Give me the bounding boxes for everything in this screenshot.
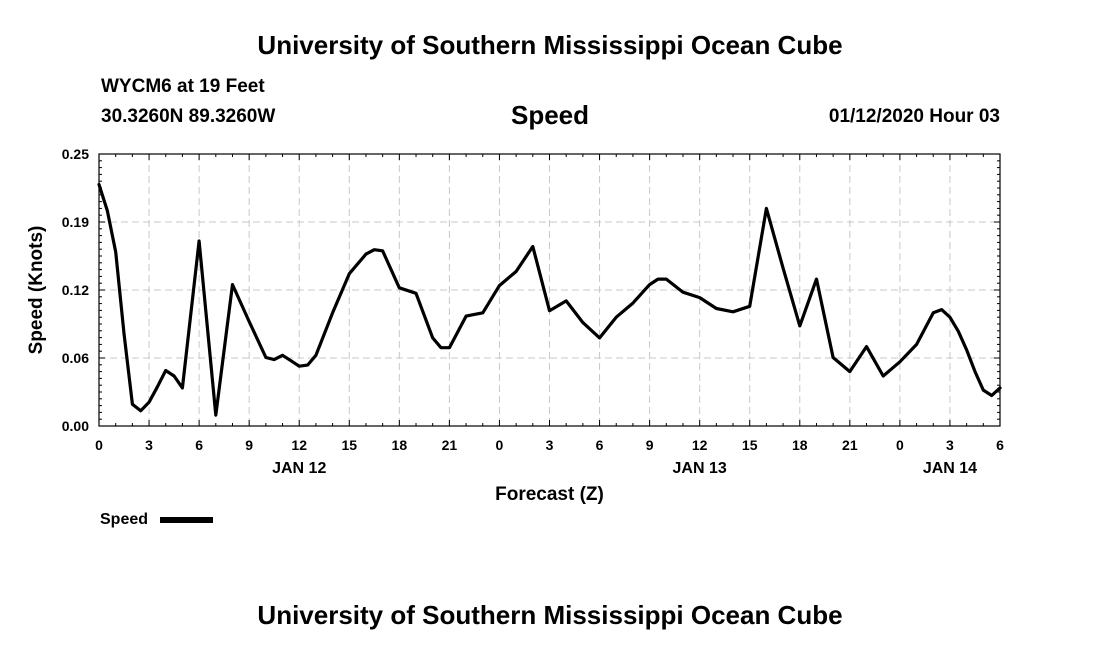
legend-swatch (160, 517, 213, 523)
issued-timestamp: 01/12/2020 Hour 03 (828, 106, 1000, 127)
legend: Speed (100, 511, 213, 528)
x-tick-label: 18 (392, 437, 408, 453)
date-label: JAN 12 (272, 460, 326, 477)
date-label: JAN 13 (673, 460, 727, 477)
speed-series-line (97, 182, 1002, 417)
plot-frame (98, 153, 1001, 427)
y-tick-label: 0.12 (62, 282, 89, 298)
x-tick-label: 12 (692, 437, 708, 453)
x-tick-label: 0 (896, 437, 904, 453)
x-tick-label: 18 (792, 437, 808, 453)
coordinates-label: 30.3260N 89.3260W (101, 106, 276, 127)
grid (99, 154, 1000, 426)
x-tick-label: 15 (742, 437, 758, 453)
x-tick-label: 15 (341, 437, 357, 453)
x-tick-label: 3 (546, 437, 554, 453)
footer-title: University of Southern Mississippi Ocean… (257, 600, 843, 630)
x-tick-label: 21 (442, 437, 458, 453)
y-tick-label: 0.00 (62, 418, 89, 434)
y-tick-label: 0.06 (62, 350, 89, 366)
y-axis-label: Speed (Knots) (26, 226, 47, 355)
x-tick-label: 6 (996, 437, 1004, 453)
x-tick-label: 3 (946, 437, 954, 453)
x-tick-label: 0 (95, 437, 103, 453)
page-title: University of Southern Mississippi Ocean… (257, 30, 843, 60)
series-layer (97, 182, 1002, 417)
x-tick-label: 6 (596, 437, 604, 453)
x-tick-label: 12 (291, 437, 307, 453)
x-tick-label: 21 (842, 437, 858, 453)
x-tick-label: 6 (195, 437, 203, 453)
x-tick-label: 9 (245, 437, 253, 453)
date-label: JAN 14 (923, 460, 977, 477)
chart-title: Speed (510, 100, 590, 130)
y-tick-label: 0.19 (62, 214, 89, 230)
x-tick-label: 3 (145, 437, 153, 453)
x-tick-label: 0 (496, 437, 504, 453)
station-label: WYCM6 at 19 Feet (101, 76, 265, 97)
y-tick-label: 0.25 (62, 146, 89, 162)
x-tick-label: 9 (646, 437, 654, 453)
x-axis: 0 3 6 9 12 15 18 21 0 3 6 9 12 15 18 21 0 3 6 JAN 12 JAN 13 J… (95, 154, 1004, 477)
x-axis-label: Forecast (Z) (495, 484, 604, 505)
legend-label: Speed (100, 511, 148, 528)
